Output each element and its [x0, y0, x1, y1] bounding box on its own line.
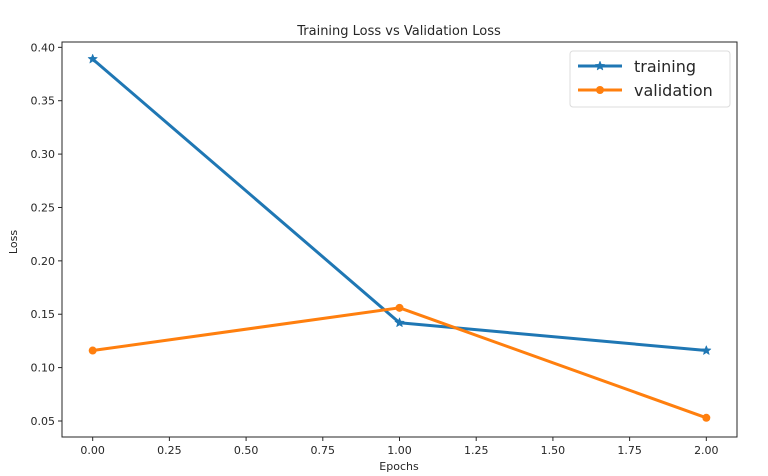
x-tick-label: 0.75: [311, 444, 336, 457]
validation-point: [88, 346, 97, 355]
x-axis-ticks: 0.00 0.25 0.50 0.75 1.00 1.25 1.50 1.75 2.00: [80, 437, 719, 457]
series-layer: [87, 53, 712, 422]
y-tick-label: 0.30: [31, 148, 56, 161]
x-tick-label: 0.25: [157, 444, 182, 457]
legend: training validation: [569, 50, 731, 108]
x-tick-label: 2.00: [694, 444, 719, 457]
y-axis-ticks: 0.05 0.10 0.15 0.20 0.25 0.30 0.35 0.40: [31, 41, 62, 428]
legend-label: training: [634, 57, 696, 76]
y-tick-label: 0.10: [31, 362, 56, 375]
series-training: [87, 53, 712, 356]
x-tick-label: 1.25: [464, 444, 489, 457]
x-tick-label: 1.00: [387, 444, 412, 457]
legend-item-validation: validation: [578, 81, 713, 100]
y-tick-label: 0.15: [31, 308, 56, 321]
x-tick-label: 0.50: [234, 444, 259, 457]
legend-marker: [594, 60, 606, 71]
y-tick-label: 0.05: [31, 415, 56, 428]
legend-label: validation: [634, 81, 713, 100]
x-tick-label: 1.75: [617, 444, 642, 457]
y-tick-label: 0.20: [31, 255, 56, 268]
plot-area: [61, 41, 738, 438]
training-point: [87, 53, 99, 64]
x-tick-label: 0.00: [80, 444, 105, 457]
training-point: [394, 317, 405, 328]
y-axis-label: Loss: [7, 230, 20, 254]
legend-marker: [596, 86, 604, 94]
training-point: [700, 344, 712, 356]
series-validation: [88, 303, 711, 422]
y-tick-label: 0.35: [31, 95, 56, 108]
x-axis-label: Epochs: [379, 460, 419, 473]
y-tick-label: 0.40: [31, 41, 56, 54]
plot-frame: [61, 41, 738, 438]
validation-point: [702, 413, 711, 422]
legend-item-training: training: [578, 57, 696, 76]
x-tick-label: 1.50: [541, 444, 566, 457]
validation-point: [395, 303, 404, 312]
y-tick-label: 0.25: [31, 201, 56, 214]
chart-title: Training Loss vs Validation Loss: [296, 24, 501, 39]
